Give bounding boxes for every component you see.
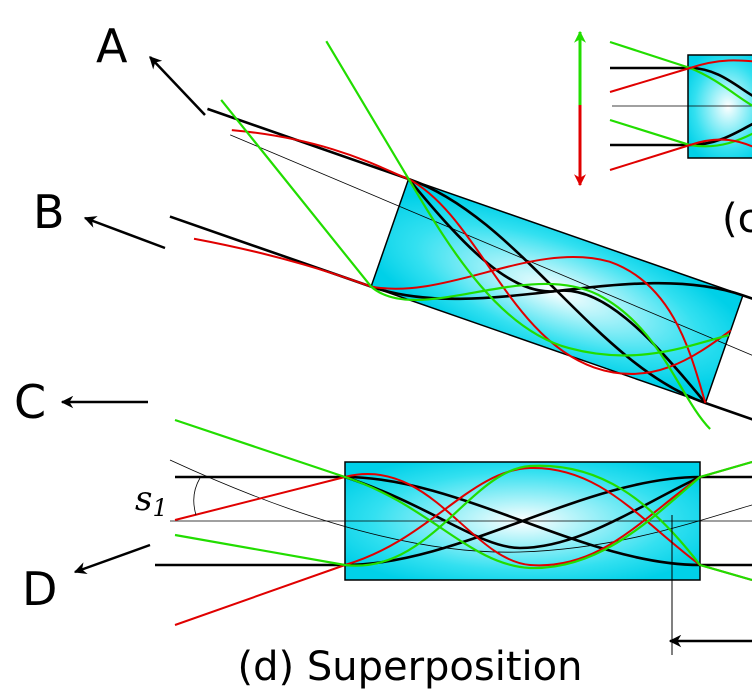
label-d: D [22, 562, 57, 616]
tilted-crystal [162, 12, 752, 466]
caption-main: (d) Superposition [238, 644, 583, 690]
straight-crystal: s1 [135, 420, 752, 655]
angle-arc [194, 478, 200, 515]
arrow [150, 57, 205, 115]
arrow [85, 218, 165, 248]
arrow [75, 545, 150, 572]
angle-symbol: s [135, 479, 152, 519]
label-b: B [33, 185, 65, 239]
angle-label: s1 [135, 479, 168, 522]
label-a: A [96, 19, 128, 73]
caption-partial: (c [722, 196, 752, 242]
angle-subscript: 1 [152, 494, 167, 522]
diagram: (c s1 A B C D (d) Superposition [0, 0, 752, 700]
panel-c: (c [580, 32, 752, 242]
label-c: C [14, 375, 46, 429]
